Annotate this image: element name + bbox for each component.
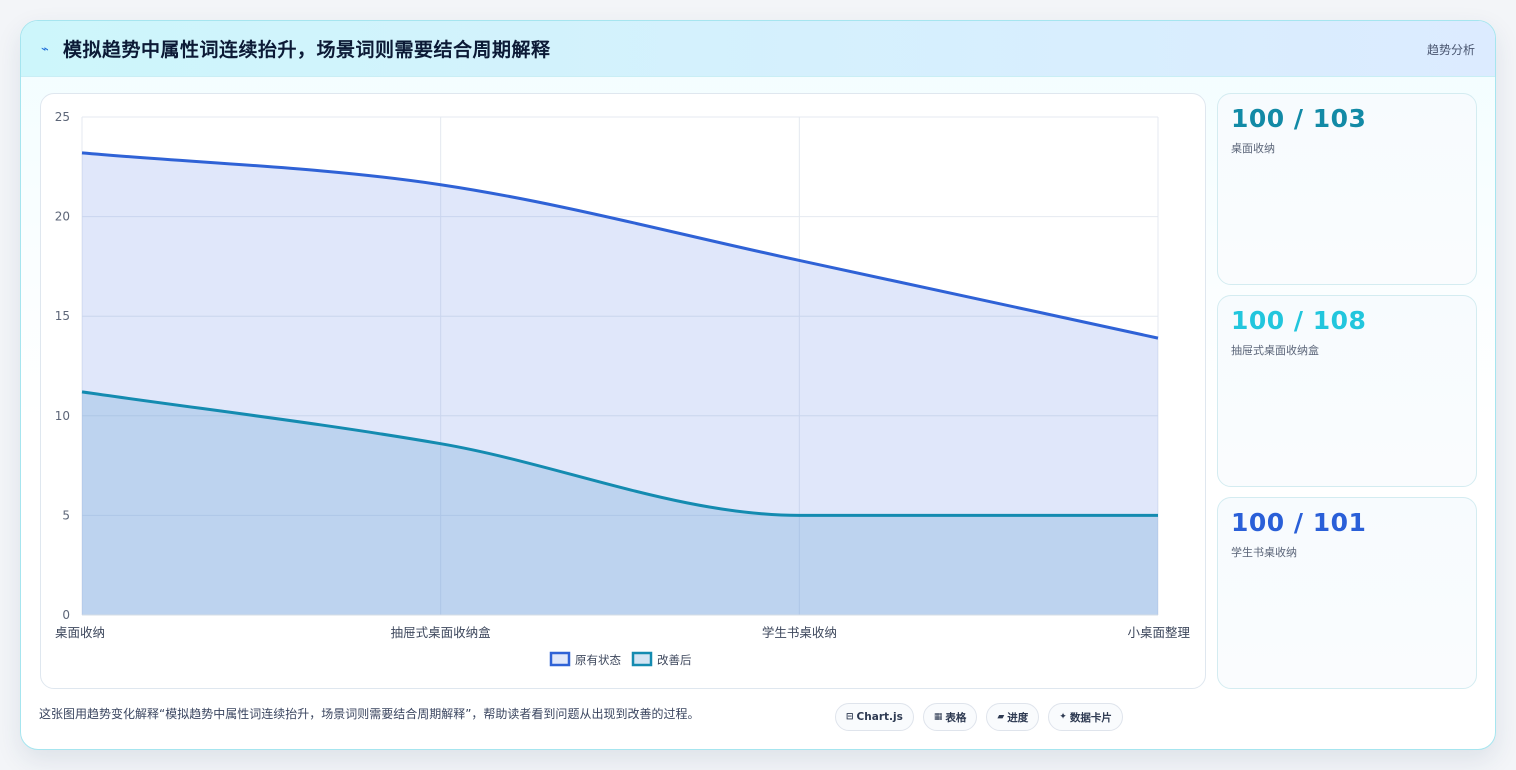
x-tick-label: 桌面收纳 xyxy=(55,625,105,640)
chart-panel: 0 5 10 15 20 25 桌面收纳 抽屉式桌面收纳盒 学生书桌收纳 小桌面整理原有状态 改善后 xyxy=(40,93,1206,689)
legend-label[interactable]: 原有状态 xyxy=(575,653,621,667)
header-tag: 趋势分析 xyxy=(1426,43,1475,57)
stat-label-2: 抽屉式桌面收纳盒 xyxy=(1231,344,1319,357)
chip-label: 表格 xyxy=(945,711,967,724)
series-area-1 xyxy=(82,152,1158,615)
chart-caption: 这张图用趋势变化解释“模拟趋势中属性词连续抬升，场景词则需要结合周期解释”，帮助… xyxy=(39,707,700,721)
x-tick-label: 抽屉式桌面收纳盒 xyxy=(391,625,492,640)
chip-data-card[interactable]: ✦ 数据卡片 xyxy=(1048,703,1123,731)
chip-label: Chart.js xyxy=(856,711,903,723)
chip-label: 进度 xyxy=(1007,711,1029,724)
y-tick-label: 10 xyxy=(55,409,70,423)
table-icon: ▦ xyxy=(933,712,943,722)
stat-value-2: 100 / 108 xyxy=(1231,306,1367,335)
chart-icon: ⊟ xyxy=(846,712,854,722)
stat-card-1: 100 / 103 桌面收纳 xyxy=(1217,93,1477,285)
series-line-1 xyxy=(81,151,1159,340)
sparkle-icon: ✦ xyxy=(1059,712,1067,722)
y-tick-label: 20 xyxy=(55,210,70,224)
y-tick-label: 0 xyxy=(62,608,70,622)
x-tick-label: 小桌面整理 xyxy=(1127,625,1190,640)
legend-label[interactable]: 改善后 xyxy=(657,653,692,667)
chip-label: 数据卡片 xyxy=(1069,711,1112,724)
card-title: 模拟趋势中属性词连续抬升，场景词则需要结合周期解释 xyxy=(63,39,551,61)
card-header: ⌁ 模拟趋势中属性词连续抬升，场景词则需要结合周期解释 趋势分析 xyxy=(21,21,1495,77)
stat-card-3: 100 / 101 学生书桌收纳 xyxy=(1217,497,1477,689)
legend-swatch[interactable] xyxy=(549,651,571,667)
legend-swatch[interactable] xyxy=(631,651,653,667)
trend-line-icon: ⌁ xyxy=(41,42,49,57)
y-tick-label: 5 xyxy=(62,508,70,522)
progress-icon: ▰ xyxy=(997,712,1005,722)
y-tick-label: 15 xyxy=(55,309,70,323)
series-area-2 xyxy=(82,391,1158,615)
trend-card: ⌁ 模拟趋势中属性词连续抬升，场景词则需要结合周期解释 趋势分析 0 5 10 15 2… xyxy=(20,20,1496,750)
chip-progress[interactable]: ▰ 进度 xyxy=(986,703,1040,731)
stat-value-1: 100 / 103 xyxy=(1231,104,1367,133)
x-tick-label: 学生书桌收纳 xyxy=(762,625,837,640)
y-tick-label: 25 xyxy=(55,110,70,124)
stat-label-3: 学生书桌收纳 xyxy=(1231,546,1297,559)
stat-card-2: 100 / 108 抽屉式桌面收纳盒 xyxy=(1217,295,1477,487)
chip-table[interactable]: ▦ 表格 xyxy=(922,703,978,731)
stat-label-1: 桌面收纳 xyxy=(1231,142,1275,155)
series-line-2 xyxy=(81,390,1158,517)
chip-chartjs[interactable]: ⊟ Chart.js xyxy=(835,703,914,731)
chip-list: ⊟ Chart.js ▦ 表格 ▰ 进度 ✦ 数据卡片 xyxy=(835,703,1123,731)
stat-value-3: 100 / 101 xyxy=(1231,508,1367,537)
